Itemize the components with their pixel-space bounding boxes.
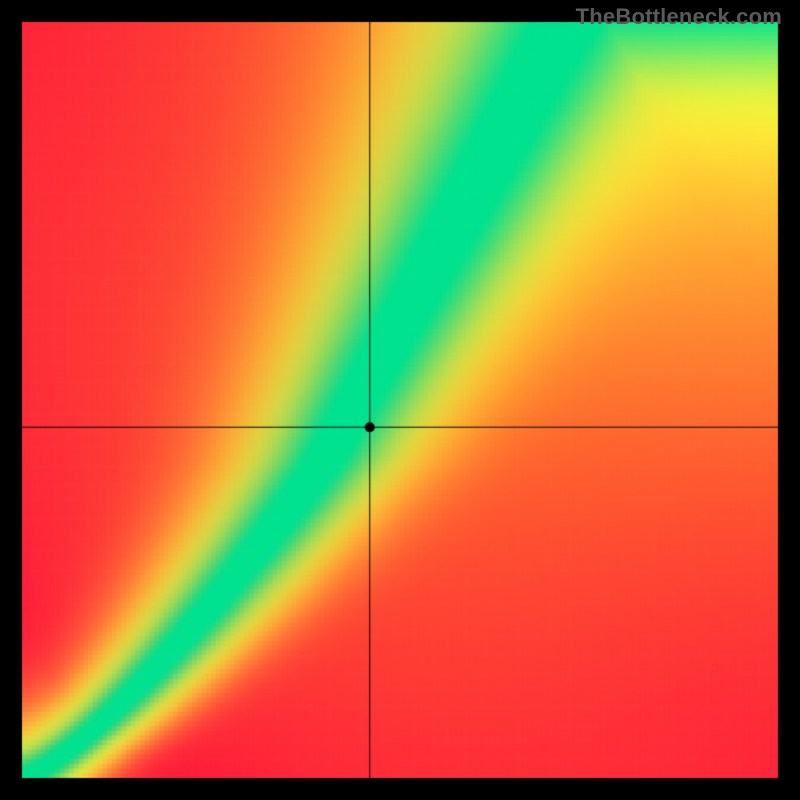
- bottleneck-heatmap: [0, 0, 800, 800]
- watermark-text: TheBottleneck.com: [576, 4, 782, 30]
- chart-container: TheBottleneck.com: [0, 0, 800, 800]
